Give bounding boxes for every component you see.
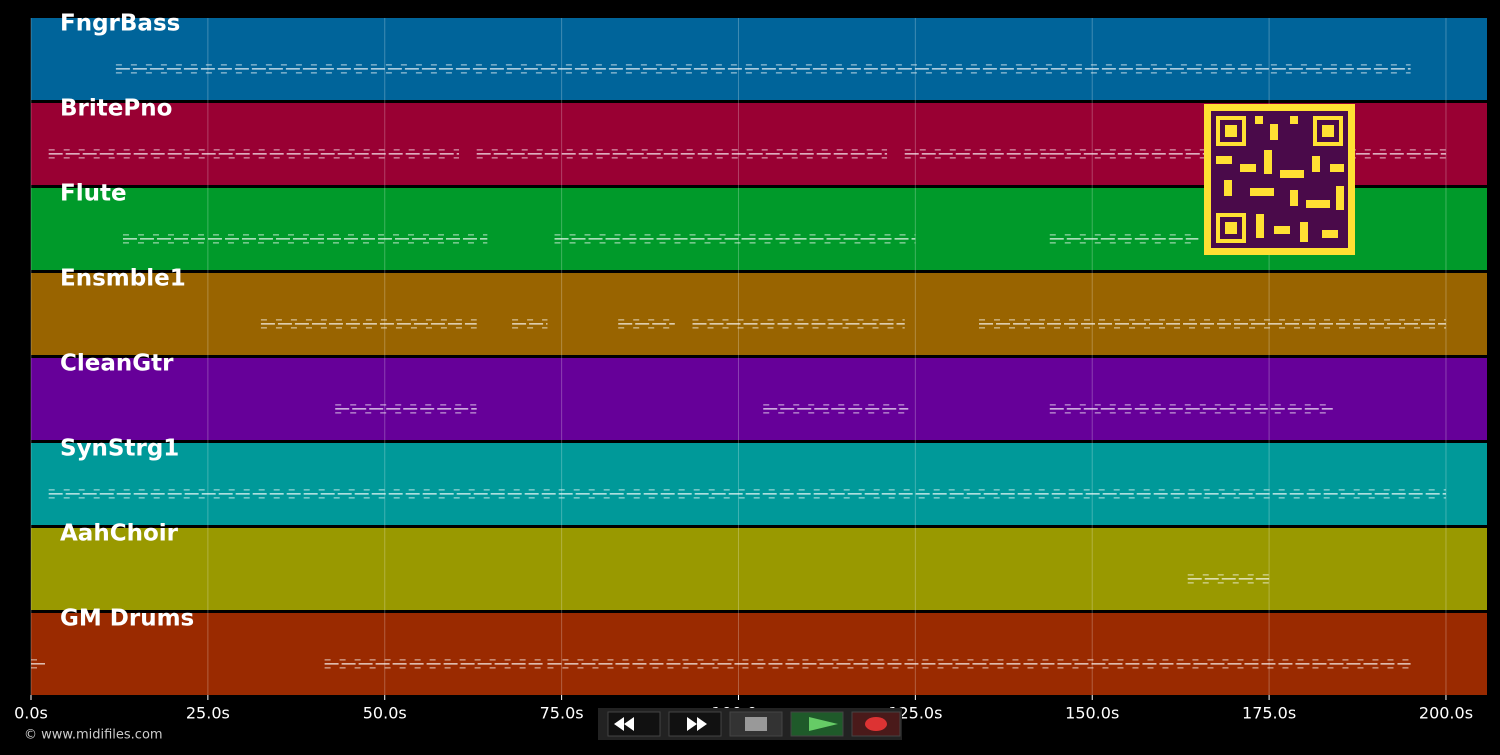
note-span	[31, 659, 46, 669]
track-name: Flute	[60, 181, 127, 207]
note-span	[512, 319, 548, 329]
x-tick-label: 75.0s	[540, 704, 584, 723]
footer: © www.midifiles.com	[24, 728, 163, 743]
note-span	[48, 489, 1446, 499]
track-lane	[31, 273, 1487, 355]
note-span	[115, 64, 1411, 74]
stop-button[interactable]	[729, 711, 783, 737]
note-span	[1049, 234, 1199, 244]
track-name: SynStrg1	[60, 436, 179, 462]
note-span	[979, 319, 1446, 329]
track-lane	[31, 443, 1487, 525]
track-lane	[31, 528, 1487, 610]
note-span	[618, 319, 675, 329]
rewind-button[interactable]	[607, 711, 661, 737]
play-button[interactable]	[790, 711, 844, 737]
note-span	[554, 234, 916, 244]
note-span	[476, 149, 888, 159]
note-span	[904, 149, 1050, 159]
note-span	[547, 659, 1411, 669]
track-name: GM Drums	[60, 606, 194, 632]
note-span	[1049, 404, 1333, 414]
track-name: FngrBass	[60, 11, 180, 37]
x-tick-label: 150.0s	[1065, 704, 1119, 723]
note-span	[763, 404, 909, 414]
track-lane	[31, 358, 1487, 440]
track-name: BritePno	[60, 96, 172, 122]
note-span	[335, 404, 477, 414]
track-name: AahChoir	[60, 521, 179, 547]
x-tick-label: 200.0s	[1419, 704, 1473, 723]
x-tick-label: 25.0s	[186, 704, 230, 723]
note-span	[692, 319, 905, 329]
x-tick-label: 50.0s	[363, 704, 407, 723]
qr-code	[1204, 104, 1355, 255]
track-name: Ensmble1	[60, 266, 186, 292]
forward-button[interactable]	[668, 711, 722, 737]
track-lane	[31, 18, 1487, 100]
note-span	[48, 149, 460, 159]
note-span	[324, 659, 544, 669]
transport-controls	[598, 708, 902, 740]
note-span	[260, 319, 477, 329]
note-span	[1187, 574, 1270, 584]
record-button[interactable]	[851, 711, 901, 737]
x-tick-label: 0.0s	[14, 704, 48, 723]
track-name: CleanGtr	[60, 351, 174, 377]
x-tick-label: 175.0s	[1242, 704, 1296, 723]
track-lane	[31, 613, 1487, 695]
note-span	[122, 234, 488, 244]
